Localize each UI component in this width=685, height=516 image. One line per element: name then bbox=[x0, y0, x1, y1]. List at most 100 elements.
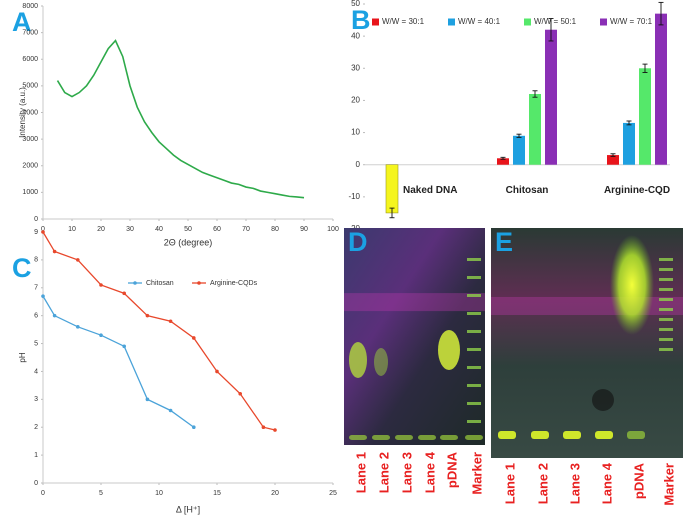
y-tick-label: 4000 bbox=[22, 109, 38, 116]
y-tick-label: 1000 bbox=[22, 189, 38, 196]
legend-swatch bbox=[372, 18, 379, 26]
gel-ladder-band bbox=[467, 258, 481, 261]
bar bbox=[385, 164, 399, 214]
gel-well-band bbox=[595, 431, 613, 439]
data-line bbox=[42, 295, 195, 428]
data-point bbox=[76, 325, 80, 329]
y-tick-label: 6000 bbox=[22, 56, 38, 63]
panel-letter: D bbox=[348, 227, 368, 257]
lane-label: pDNA bbox=[444, 451, 459, 488]
y-tick-label: 50 bbox=[351, 0, 360, 8]
panel-letter: A bbox=[12, 7, 32, 37]
x-tick-label: 90 bbox=[300, 226, 308, 233]
y-tick-label: 10 bbox=[351, 128, 360, 137]
y-tick-label: 0 bbox=[34, 216, 38, 223]
data-point bbox=[192, 336, 196, 340]
gel-well-band bbox=[440, 435, 458, 440]
gel-ladder-band bbox=[659, 278, 673, 281]
lane-label: Lane 2 bbox=[535, 463, 550, 504]
y-tick-label: 2 bbox=[34, 424, 38, 431]
bar bbox=[655, 13, 667, 165]
gel-ladder-band bbox=[659, 268, 673, 271]
lane-label: Marker bbox=[469, 452, 484, 495]
gel-ladder-band bbox=[659, 318, 673, 321]
error-bar bbox=[389, 207, 395, 219]
gel-well-band bbox=[465, 435, 483, 440]
y-tick-label: 6 bbox=[34, 313, 38, 320]
legend-label: Arginine-CQDs bbox=[210, 280, 258, 287]
y-tick-label: 3000 bbox=[22, 136, 38, 143]
y-tick-label: 30 bbox=[351, 63, 360, 72]
data-point bbox=[52, 313, 57, 318]
y-tick-label: -10 bbox=[348, 192, 360, 201]
gel-well-band bbox=[395, 435, 413, 440]
bar bbox=[497, 158, 509, 165]
gel-smear bbox=[349, 342, 367, 378]
x-tick-label: 0 bbox=[41, 490, 45, 497]
gel-ladder-band bbox=[467, 330, 481, 333]
error-bar bbox=[658, 1, 664, 26]
data-point bbox=[52, 249, 57, 254]
data-point bbox=[238, 391, 242, 396]
gel-ladder-band bbox=[659, 298, 673, 301]
data-point bbox=[122, 291, 126, 296]
gel-artifact bbox=[592, 389, 614, 411]
y-axis-label: Intensity (a.u.) bbox=[18, 87, 27, 138]
x-tick-label: 5 bbox=[99, 490, 103, 497]
error-bar bbox=[642, 63, 648, 73]
gel-well-band bbox=[372, 435, 390, 440]
x-tick-label: 100 bbox=[327, 226, 339, 233]
y-tick-label: 7 bbox=[34, 285, 38, 292]
gel-ladder-band bbox=[659, 328, 673, 331]
legend-swatch bbox=[524, 18, 531, 26]
data-point bbox=[99, 283, 103, 287]
category-label: Chitosan bbox=[506, 185, 549, 196]
legend-label: W/W = 50:1 bbox=[534, 17, 577, 26]
lane-label: Lane 3 bbox=[567, 463, 582, 504]
gel-ladder-band bbox=[659, 288, 673, 291]
y-tick-label: 4 bbox=[34, 368, 38, 375]
x-axis-label: Δ [H⁺] bbox=[176, 504, 200, 514]
gel-well-band bbox=[418, 435, 436, 440]
y-tick-label: 5000 bbox=[22, 83, 38, 90]
lane-label: pDNA bbox=[631, 462, 646, 499]
y-tick-label: 8 bbox=[34, 257, 38, 264]
gel-well-band bbox=[349, 435, 367, 440]
data-point bbox=[145, 313, 150, 318]
lane-label: Lane 1 bbox=[502, 463, 517, 504]
gel-ladder-band bbox=[659, 348, 673, 351]
gel-ladder-band bbox=[467, 294, 481, 297]
data-point bbox=[273, 428, 277, 432]
gel-ladder-band bbox=[467, 312, 481, 315]
bar bbox=[639, 68, 651, 165]
error-bar bbox=[610, 153, 616, 157]
error-bar bbox=[500, 156, 506, 160]
data-point bbox=[215, 369, 219, 374]
x-tick-label: 40 bbox=[155, 226, 163, 233]
gel-well-band bbox=[531, 431, 549, 439]
gel-well-band bbox=[498, 431, 516, 439]
gel-glow bbox=[610, 235, 654, 335]
data-point bbox=[76, 258, 80, 262]
gel-ladder-band bbox=[467, 402, 481, 405]
gel-image bbox=[491, 228, 683, 458]
x-tick-label: 30 bbox=[126, 226, 134, 233]
data-point bbox=[122, 344, 126, 349]
x-axis-label: 2Θ (degree) bbox=[164, 237, 213, 247]
y-tick-label: 2000 bbox=[22, 163, 38, 170]
gel-ladder-band bbox=[467, 276, 481, 279]
x-tick-label: 15 bbox=[213, 490, 221, 497]
legend-swatch bbox=[600, 18, 607, 26]
legend-label: Chitosan bbox=[146, 280, 174, 287]
legend-marker bbox=[197, 281, 201, 285]
y-tick-label: 5 bbox=[34, 340, 38, 347]
x-tick-label: 50 bbox=[184, 226, 192, 233]
lane-label: Lane 3 bbox=[399, 452, 414, 493]
x-tick-label: 20 bbox=[97, 226, 105, 233]
gel-ladder-band bbox=[659, 258, 673, 261]
y-tick-label: 0 bbox=[356, 160, 361, 169]
y-tick-label: 7000 bbox=[22, 29, 38, 36]
y-tick-label: 20 bbox=[351, 96, 360, 105]
data-point bbox=[145, 397, 150, 402]
